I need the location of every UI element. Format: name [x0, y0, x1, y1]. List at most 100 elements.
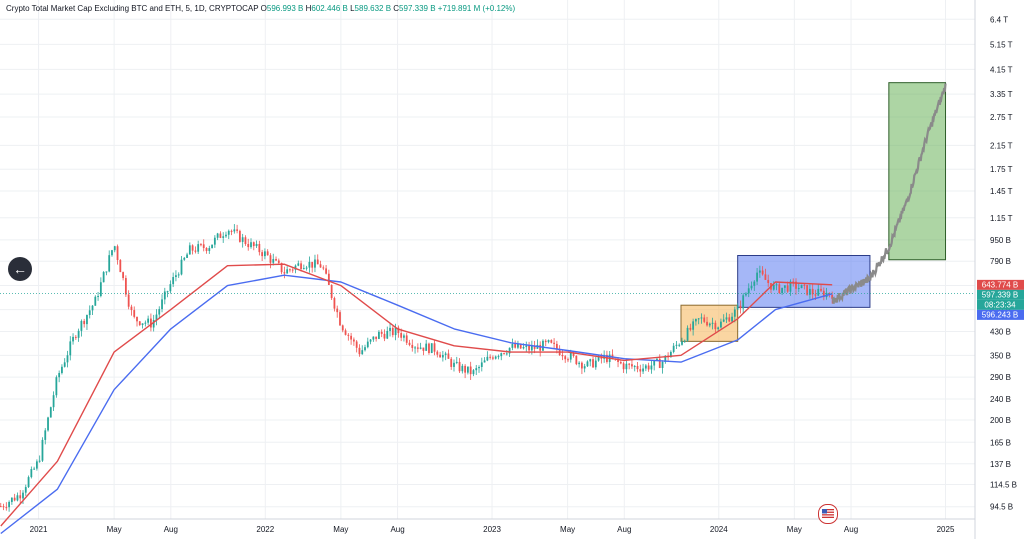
candle-body: [391, 327, 394, 336]
candle-body: [277, 260, 280, 263]
candle-body: [383, 333, 386, 339]
us-flag-icon[interactable]: [818, 504, 838, 524]
candle-body: [261, 252, 264, 257]
candle-body: [720, 321, 722, 328]
candle-body: [130, 306, 133, 311]
candle-body: [772, 284, 775, 290]
candle-body: [544, 340, 547, 343]
candle-body: [247, 243, 250, 248]
candle-body: [628, 363, 631, 365]
low-value: 589.632 B: [354, 4, 392, 13]
candle-body: [408, 342, 411, 345]
candle-body: [494, 356, 497, 359]
low-label: L: [350, 4, 355, 13]
candle-body: [33, 468, 36, 470]
candle-body: [547, 340, 550, 343]
candle-body: [197, 244, 200, 252]
back-arrow-icon[interactable]: ←: [8, 257, 32, 281]
candle-body: [0, 506, 2, 508]
x-tick-label: May: [333, 525, 348, 534]
candle-body: [700, 317, 703, 319]
candle-body: [61, 366, 63, 374]
x-tick-label: Aug: [390, 525, 404, 534]
candle-body: [394, 327, 397, 336]
price-badge: [977, 309, 1024, 320]
candle-body: [503, 353, 505, 355]
y-tick-label: 2.75 T: [990, 113, 1013, 122]
y-tick-label: 137 B: [990, 460, 1011, 469]
candle-body: [550, 340, 553, 343]
candle-body: [508, 347, 511, 354]
candle-body: [764, 274, 767, 280]
candle-body: [528, 345, 530, 351]
candle-body: [617, 358, 619, 362]
candle-body: [622, 363, 625, 370]
candle-body: [656, 358, 658, 360]
price-badge: [977, 299, 1024, 310]
candle-body: [572, 352, 575, 356]
chart-header: Crypto Total Market Cap Excluding BTC an…: [6, 4, 515, 13]
candle-body: [230, 230, 233, 232]
ma-slow-line: [0, 274, 833, 535]
candle-body: [316, 259, 319, 265]
candle-body: [728, 317, 731, 322]
open-value: 596.993 B: [266, 4, 304, 13]
candle-body: [695, 319, 697, 322]
candle-body: [27, 477, 30, 488]
candle-body: [336, 308, 339, 313]
candle-body: [789, 281, 792, 292]
candle-body: [492, 357, 494, 359]
candle-body: [80, 320, 83, 331]
candle-body: [364, 347, 366, 351]
candle-body: [756, 272, 758, 282]
candle-body: [681, 341, 683, 345]
candle-body: [739, 305, 742, 309]
open-label: O: [260, 4, 267, 13]
candle-body: [450, 358, 453, 367]
candle-body: [152, 320, 155, 328]
candle-body: [194, 250, 197, 252]
candle-body: [124, 278, 127, 295]
candle-body: [686, 327, 689, 341]
y-tick-label: 114.5 B: [990, 481, 1017, 490]
candle-body: [444, 353, 447, 355]
change-value: +719.891 M (+0.12%): [437, 4, 516, 13]
candle-body: [225, 234, 227, 237]
candle-body: [144, 322, 147, 324]
candle-body: [136, 316, 138, 322]
candle-body: [330, 284, 333, 299]
candle-body: [414, 347, 416, 349]
candle-body: [350, 335, 353, 340]
candle-body: [553, 342, 555, 344]
candle-body: [205, 248, 208, 251]
candle-body: [742, 295, 745, 309]
candle-body: [542, 340, 544, 351]
y-tick-label: 240 B: [990, 395, 1011, 404]
candle-body: [569, 352, 572, 360]
candle-body: [792, 281, 795, 283]
candle-body: [661, 361, 664, 368]
candle-body: [809, 288, 811, 295]
candle-body: [311, 261, 314, 268]
candle-body: [241, 237, 244, 242]
candle-body: [150, 318, 152, 328]
candle-body: [400, 333, 403, 338]
y-tick-label: 430 B: [990, 328, 1011, 337]
candle-body: [811, 288, 814, 295]
candle-body: [138, 321, 141, 326]
candle-body: [163, 291, 166, 300]
candle-body: [439, 354, 441, 358]
candle-body: [483, 360, 486, 363]
candle-body: [355, 341, 358, 348]
candle-body: [227, 230, 230, 235]
candle-body: [633, 366, 636, 368]
y-tick-label: 3.35 T: [990, 90, 1013, 99]
candle-body: [478, 366, 480, 369]
candle-body: [122, 272, 125, 279]
close-label: C: [393, 4, 400, 13]
candle-body: [644, 365, 647, 369]
candle-body: [147, 318, 150, 323]
candle-body: [814, 294, 817, 296]
chart-title: Crypto Total Market Cap Excluding BTC an…: [6, 4, 259, 13]
